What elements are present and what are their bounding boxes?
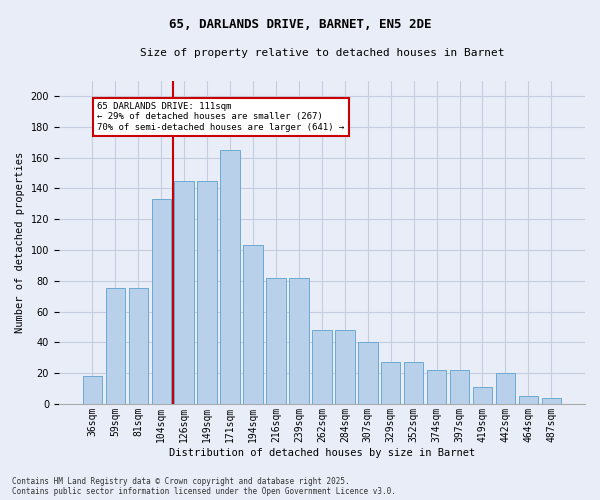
Text: 65 DARLANDS DRIVE: 111sqm
← 29% of detached houses are smaller (267)
70% of semi: 65 DARLANDS DRIVE: 111sqm ← 29% of detac… xyxy=(97,102,344,132)
Title: Size of property relative to detached houses in Barnet: Size of property relative to detached ho… xyxy=(140,48,504,58)
Bar xyxy=(450,370,469,404)
Bar xyxy=(197,180,217,404)
Bar xyxy=(518,396,538,404)
Bar xyxy=(83,376,102,404)
Bar xyxy=(220,150,240,404)
Bar xyxy=(335,330,355,404)
Bar xyxy=(128,288,148,404)
Bar xyxy=(496,373,515,404)
Bar xyxy=(289,278,308,404)
Bar xyxy=(404,362,424,404)
Bar xyxy=(106,288,125,404)
Bar xyxy=(542,398,561,404)
Bar xyxy=(473,387,492,404)
Bar xyxy=(244,246,263,404)
Bar xyxy=(152,199,171,404)
Bar xyxy=(358,342,377,404)
Bar xyxy=(175,180,194,404)
Bar xyxy=(381,362,400,404)
X-axis label: Distribution of detached houses by size in Barnet: Distribution of detached houses by size … xyxy=(169,448,475,458)
Bar xyxy=(427,370,446,404)
Text: Contains HM Land Registry data © Crown copyright and database right 2025.
Contai: Contains HM Land Registry data © Crown c… xyxy=(12,476,396,496)
Bar xyxy=(312,330,332,404)
Bar xyxy=(266,278,286,404)
Text: 65, DARLANDS DRIVE, BARNET, EN5 2DE: 65, DARLANDS DRIVE, BARNET, EN5 2DE xyxy=(169,18,431,30)
Y-axis label: Number of detached properties: Number of detached properties xyxy=(15,152,25,333)
